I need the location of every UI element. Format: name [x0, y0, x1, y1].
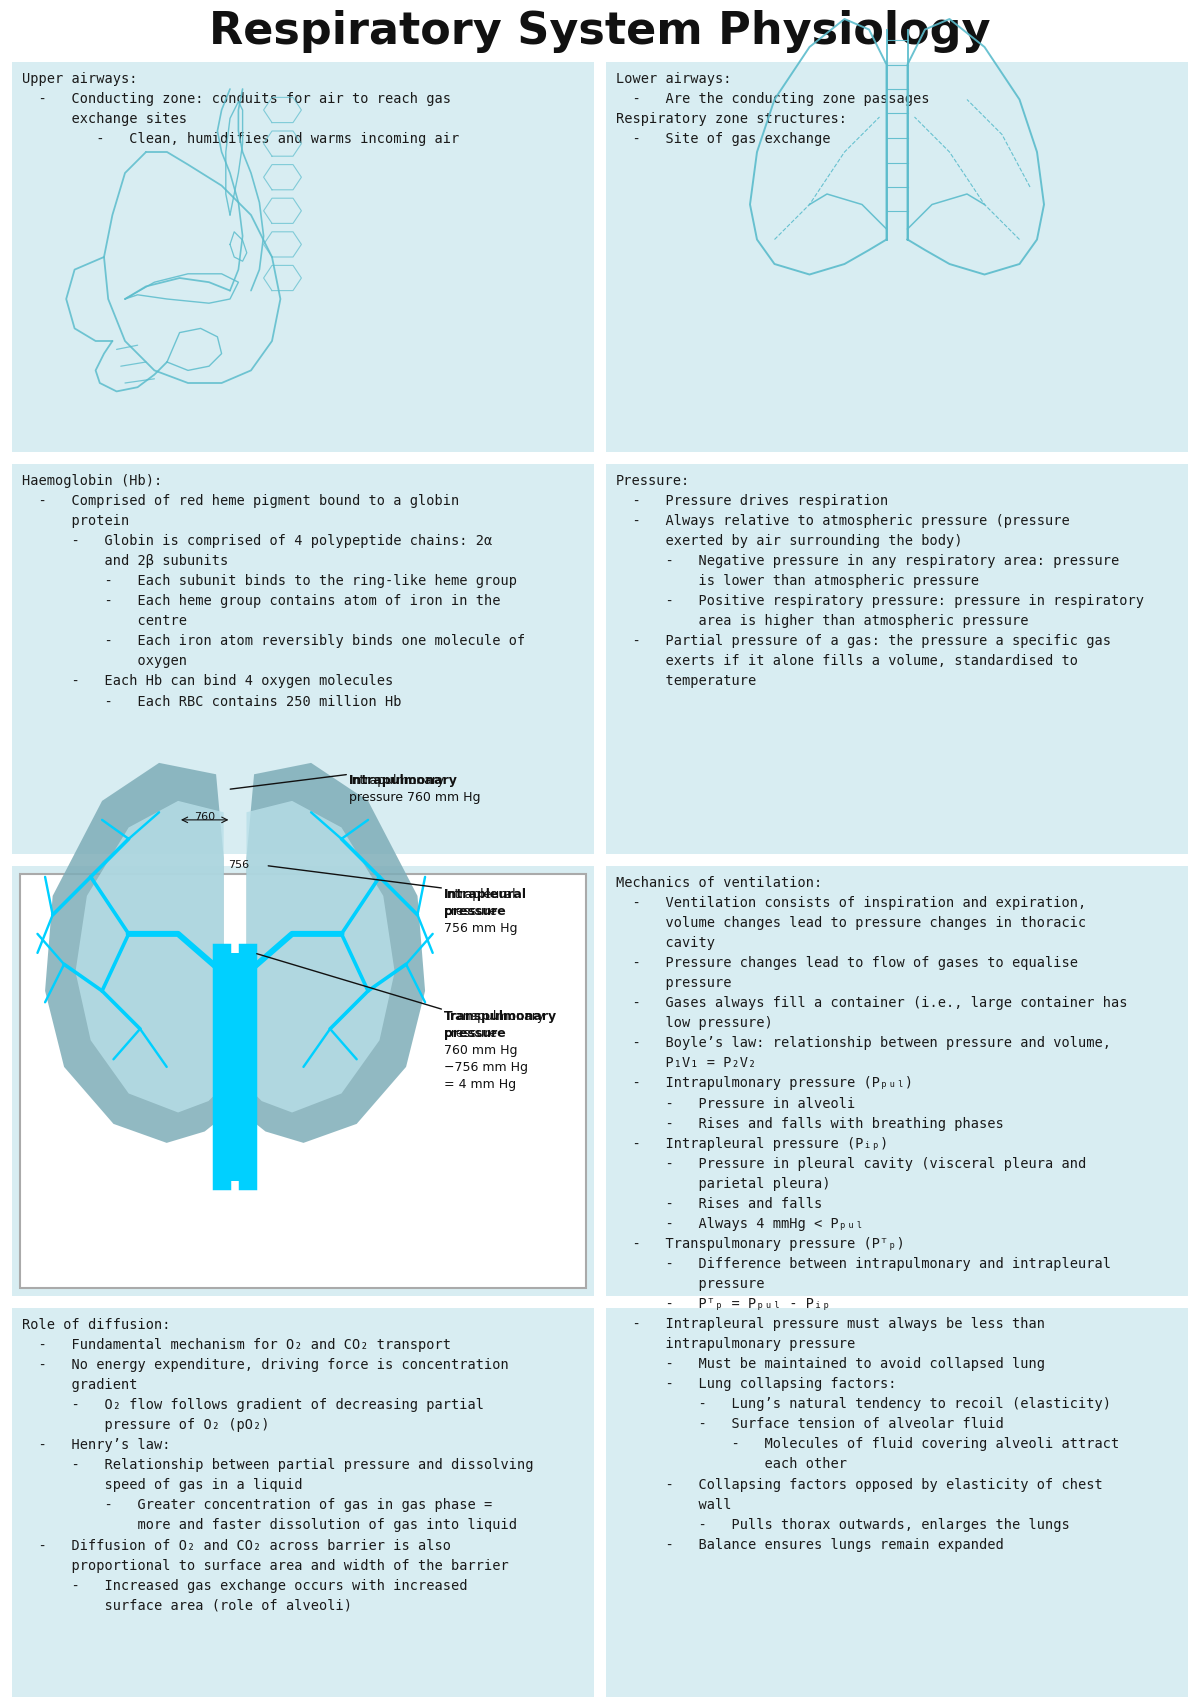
Text: Respiratory System Physiology: Respiratory System Physiology	[209, 10, 991, 53]
Text: 760: 760	[194, 811, 215, 821]
Text: Intrapleural
pressure
756 mm Hg: Intrapleural pressure 756 mm Hg	[444, 888, 517, 935]
FancyBboxPatch shape	[12, 63, 594, 451]
Text: Lower airways:
  -   Are the conducting zone passages
Respiratory zone structure: Lower airways: - Are the conducting zone…	[616, 71, 930, 146]
Text: Mechanics of ventilation:
  -   Ventilation consists of inspiration and expirati: Mechanics of ventilation: - Ventilation …	[616, 876, 1128, 1551]
Text: Transpulmonary
pressure: Transpulmonary pressure	[444, 1010, 557, 1040]
Text: Intrapleural
pressure: Intrapleural pressure	[444, 888, 527, 918]
Text: 756: 756	[228, 860, 250, 871]
Text: Intrapulmonary
pressure 760 mm Hg: Intrapulmonary pressure 760 mm Hg	[349, 774, 480, 804]
FancyBboxPatch shape	[606, 63, 1188, 451]
FancyBboxPatch shape	[606, 865, 1188, 1297]
FancyBboxPatch shape	[20, 874, 586, 1288]
Polygon shape	[246, 801, 395, 1113]
Text: Role of diffusion:
  -   Fundamental mechanism for O₂ and CO₂ transport
  -   No: Role of diffusion: - Fundamental mechani…	[22, 1319, 534, 1612]
FancyBboxPatch shape	[12, 463, 594, 854]
Text: Intrapulmonary: Intrapulmonary	[349, 774, 458, 787]
Polygon shape	[222, 954, 248, 1181]
FancyBboxPatch shape	[12, 865, 594, 1297]
Polygon shape	[76, 801, 223, 1113]
Polygon shape	[46, 764, 223, 1142]
Text: Transpulmonary
pressure
760 mm Hg
−756 mm Hg
= 4 mm Hg: Transpulmonary pressure 760 mm Hg −756 m…	[444, 1010, 545, 1091]
Polygon shape	[246, 764, 425, 1142]
FancyBboxPatch shape	[12, 1308, 594, 1697]
Text: Pressure:
  -   Pressure drives respiration
  -   Always relative to atmospheric: Pressure: - Pressure drives respiration …	[616, 473, 1144, 689]
FancyBboxPatch shape	[606, 463, 1188, 854]
Text: Upper airways:
  -   Conducting zone: conduits for air to reach gas
      exchan: Upper airways: - Conducting zone: condui…	[22, 71, 460, 146]
Text: Haemoglobin (Hb):
  -   Comprised of red heme pigment bound to a globin
      pr: Haemoglobin (Hb): - Comprised of red hem…	[22, 473, 526, 709]
FancyBboxPatch shape	[606, 1308, 1188, 1697]
